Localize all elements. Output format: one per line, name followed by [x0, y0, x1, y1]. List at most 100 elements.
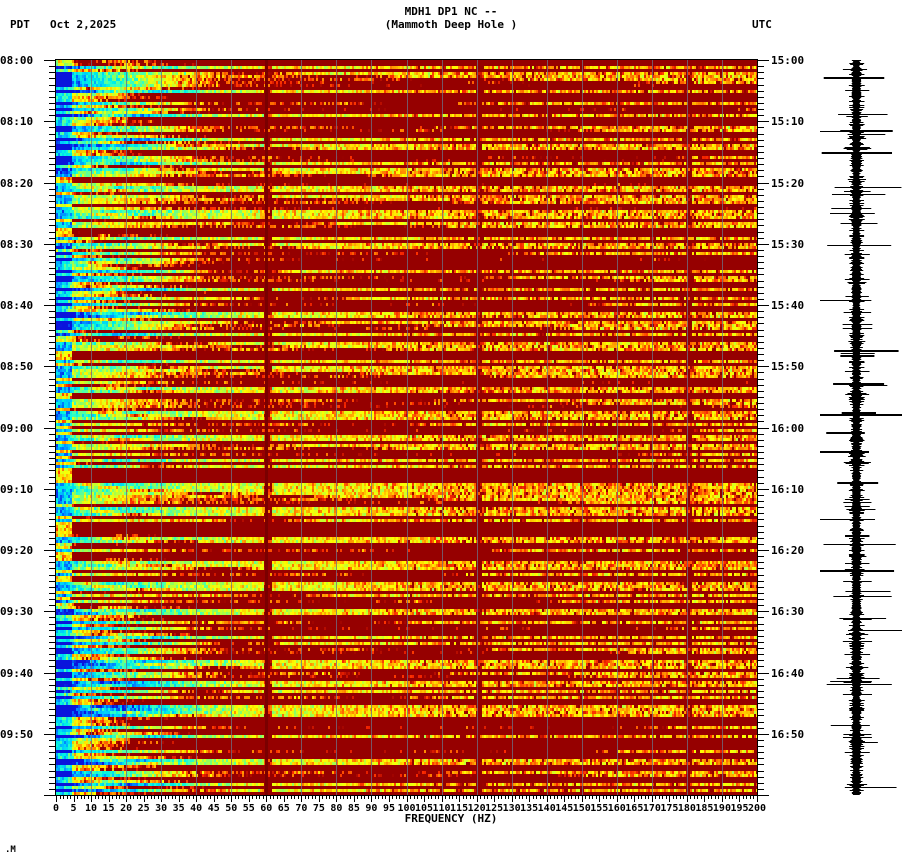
time-tick-right [757, 317, 764, 319]
time-tick-right [757, 323, 764, 325]
timezone-left-label: PDT [10, 18, 30, 31]
frequency-tick [483, 795, 485, 799]
date-label: Oct 2,2025 [50, 18, 117, 31]
frequency-tick [203, 795, 205, 799]
time-tick-left [49, 90, 56, 92]
time-tick-right [757, 60, 769, 61]
time-tick-right [757, 433, 764, 435]
frequency-tick [189, 795, 191, 799]
frequency-tick [77, 795, 79, 799]
frequency-tick [539, 795, 541, 799]
time-tick-left [44, 550, 56, 551]
time-tick-left [49, 390, 56, 392]
frequency-tick-label: 15 [102, 803, 115, 814]
frequency-axis-label: FREQUENCY (HZ) [404, 812, 498, 825]
frequency-tick [560, 795, 562, 799]
frequency-tick-label: 195 [730, 803, 749, 814]
time-tick-right [757, 127, 764, 129]
frequency-tick [287, 795, 289, 799]
time-tick-right [757, 354, 764, 355]
frequency-tick [269, 795, 271, 799]
timezone-right-label: UTC [752, 18, 772, 31]
time-tick-left [49, 207, 56, 208]
time-tick-left [44, 611, 56, 613]
frequency-tick-label: 5 [70, 803, 77, 814]
frequency-tick [115, 795, 117, 799]
frequency-tick [676, 795, 678, 799]
frequency-tick [70, 795, 72, 799]
frequency-tick [753, 795, 755, 799]
frequency-tick [662, 795, 664, 799]
time-tick-left [49, 109, 56, 110]
frequency-tick [206, 795, 208, 799]
time-tick-right [757, 90, 764, 92]
frequency-tick [567, 795, 569, 799]
frequency-tick [630, 795, 632, 799]
time-tick-left [44, 121, 56, 123]
frequency-tick [735, 795, 737, 799]
time-tick-right [757, 488, 769, 490]
time-tick-left [49, 335, 56, 337]
time-tick-right [757, 335, 764, 337]
frequency-tick [350, 795, 352, 799]
time-tick-right [757, 158, 764, 159]
time-tick-right [757, 243, 769, 245]
time-tick-left [49, 470, 56, 472]
time-tick-right [757, 409, 764, 411]
frequency-tick [199, 795, 201, 799]
frequency-tick [459, 795, 461, 802]
frequency-tick [655, 795, 657, 799]
frequency-tick [182, 795, 184, 799]
time-tick-right [757, 329, 764, 331]
time-tick-left [49, 84, 56, 86]
frequency-axis: 0 5 10 15 20 25 30 35 40 45 50 55 60 65 70 75 80 85 90 95 10… [0, 795, 902, 835]
frequency-tick [339, 795, 341, 799]
time-tick-right [757, 580, 764, 582]
time-tick-left [49, 513, 56, 515]
time-tick-right [757, 182, 769, 184]
frequency-tick [259, 795, 261, 799]
spectrogram-plot[interactable] [56, 60, 757, 795]
frequency-tick [417, 795, 418, 799]
time-tick-right [757, 390, 764, 392]
frequency-tick-label: 170 [642, 803, 661, 814]
frequency-tick [672, 795, 674, 799]
frequency-tick [714, 795, 716, 799]
time-tick-right [757, 286, 764, 288]
frequency-tick-label: 115 [450, 803, 469, 814]
time-tick-right [757, 256, 764, 257]
frequency-tick-label: 165 [625, 803, 644, 814]
time-tick-right [757, 513, 764, 515]
frequency-tick [402, 795, 404, 799]
frequency-tick [329, 795, 331, 799]
time-tick-left [49, 580, 56, 582]
time-tick-left [49, 72, 56, 74]
frequency-tick [196, 795, 198, 802]
time-label-local: 09:40 [0, 666, 34, 680]
time-tick-left [44, 795, 56, 796]
frequency-tick [56, 795, 57, 802]
time-tick-right [757, 550, 769, 551]
frequency-tick [564, 795, 566, 802]
time-tick-right [757, 537, 764, 539]
time-tick-left [44, 427, 56, 429]
frequency-tick [704, 795, 706, 802]
time-tick-right [757, 139, 764, 141]
frequency-tick-label: 30 [155, 803, 168, 814]
time-tick-right [757, 274, 764, 276]
time-tick-right [757, 568, 764, 570]
time-tick-right [757, 145, 764, 147]
frequency-tick [627, 795, 629, 799]
frequency-tick [311, 795, 313, 799]
time-tick-right [757, 427, 769, 429]
frequency-tick [476, 795, 478, 802]
spectrogram-canvas[interactable] [56, 60, 757, 795]
time-label-utc: 16:20 [771, 544, 805, 557]
frequency-tick [374, 795, 376, 799]
time-tick-left [49, 249, 56, 251]
frequency-tick [392, 795, 394, 799]
frequency-tick-label: 175 [660, 803, 679, 814]
time-tick-right [757, 151, 764, 153]
time-tick-right [757, 452, 764, 453]
frequency-tick [718, 795, 720, 799]
